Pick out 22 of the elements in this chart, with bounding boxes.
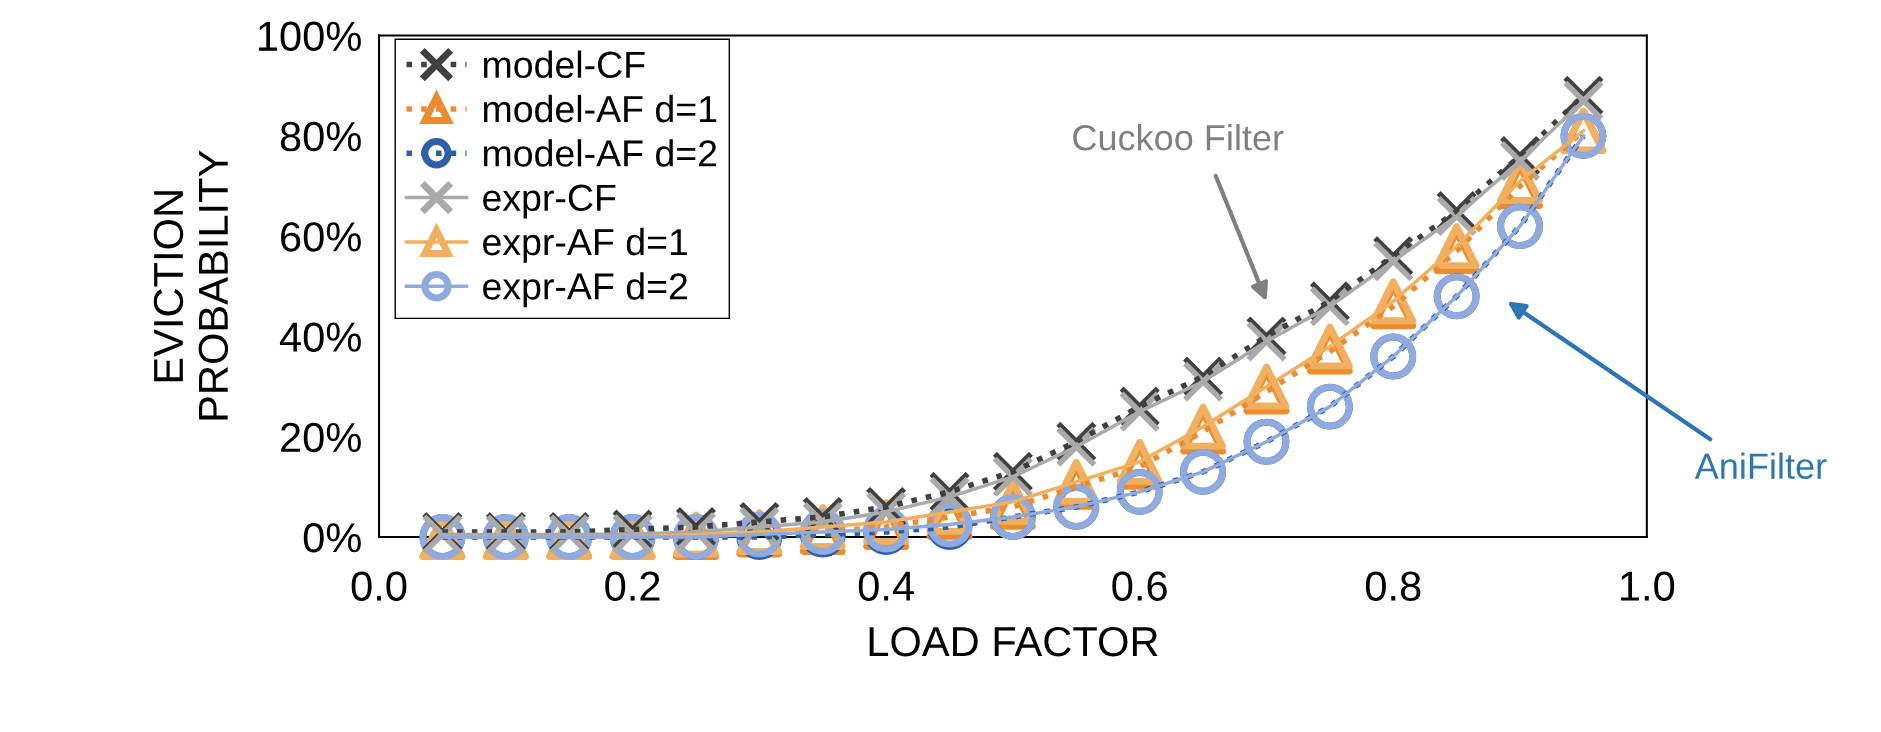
x-tick-label: 0.0: [351, 571, 407, 601]
y-tick-label: 80%: [280, 121, 361, 152]
y-tick-label: 0%: [303, 523, 361, 553]
legend-label: model-AF d=2: [483, 139, 717, 167]
annotation: Cuckoo Filter: [1073, 124, 1284, 151]
y-tick-label: 100%: [258, 21, 361, 52]
y-tick-label: 40%: [279, 322, 361, 352]
legend-label: expr-AF d=2: [483, 272, 687, 308]
x-tick-label: 0.4: [858, 571, 914, 601]
x-tick-label: 0.8: [1365, 571, 1421, 601]
legend-label: expr-CF: [483, 184, 616, 219]
x-tick-label: 1.0: [1621, 571, 1675, 601]
x-axis-title: LOAD FACTOR: [869, 626, 1158, 657]
x-tick-label: 0.6: [1112, 571, 1167, 601]
legend-label: expr-AF d=1: [483, 227, 688, 263]
y-tick-label: 60%: [281, 222, 361, 252]
y-axis-title: EVICTION PROBABILITY: [153, 150, 229, 420]
legend-label: model-CF: [483, 50, 645, 79]
x-tick-label: 0.2: [605, 571, 660, 601]
legend-label: model-AF d=1: [483, 94, 717, 123]
text: AniFilter: [1694, 452, 1827, 479]
y-tick-label: 20%: [281, 422, 361, 453]
